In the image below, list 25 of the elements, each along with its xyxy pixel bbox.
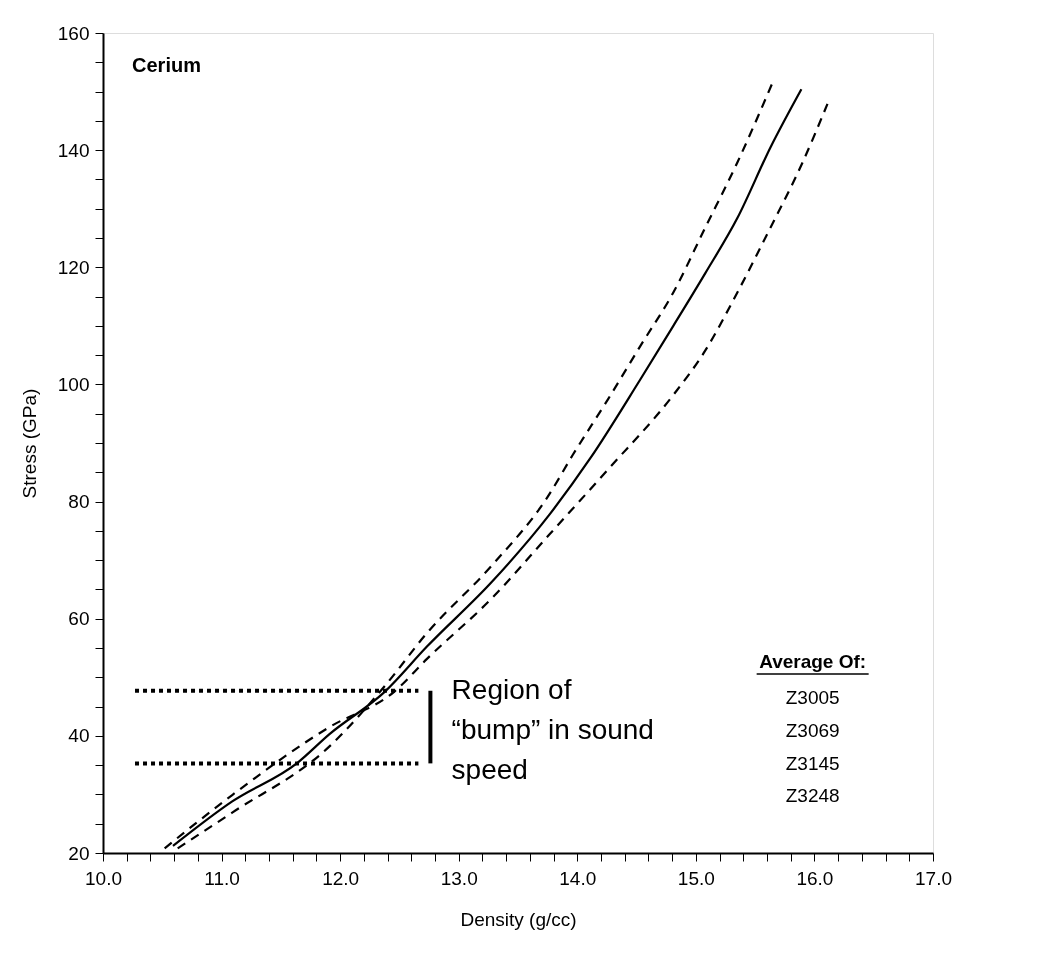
annotation: Z3005	[785, 687, 840, 709]
y-axis-title: Stress (GPa)	[18, 388, 40, 499]
y-tick-label: 60	[68, 608, 90, 630]
x-tick-label: 17.0	[915, 867, 952, 889]
y-tick-label: 40	[68, 725, 90, 747]
annotation: Z3248	[785, 785, 840, 807]
x-tick-label: 15.0	[677, 867, 715, 889]
annotation: Z3145	[785, 752, 840, 774]
annotation: Z3069	[785, 719, 840, 741]
y-tick-label: 160	[57, 22, 90, 44]
y-tick-label: 120	[57, 256, 90, 278]
annotation: Region of “bump” in sound speed	[451, 673, 654, 785]
x-tick-label: 14.0	[559, 867, 597, 889]
y-tick-label: 100	[57, 373, 90, 395]
x-tick-label: 11.0	[204, 867, 240, 889]
y-tick-label: 140	[57, 139, 90, 161]
x-axis-title: Density (g/cc)	[460, 908, 577, 930]
x-tick-label: 10.0	[85, 867, 122, 889]
annotation: Average Of:	[759, 650, 867, 672]
x-tick-label: 16.0	[796, 867, 834, 889]
x-tick-label: 12.0	[322, 867, 360, 889]
y-tick-label: 20	[68, 842, 90, 864]
x-tick-label: 13.0	[440, 867, 478, 889]
annotation: Cerium	[132, 53, 201, 76]
y-tick-label: 80	[68, 491, 90, 513]
